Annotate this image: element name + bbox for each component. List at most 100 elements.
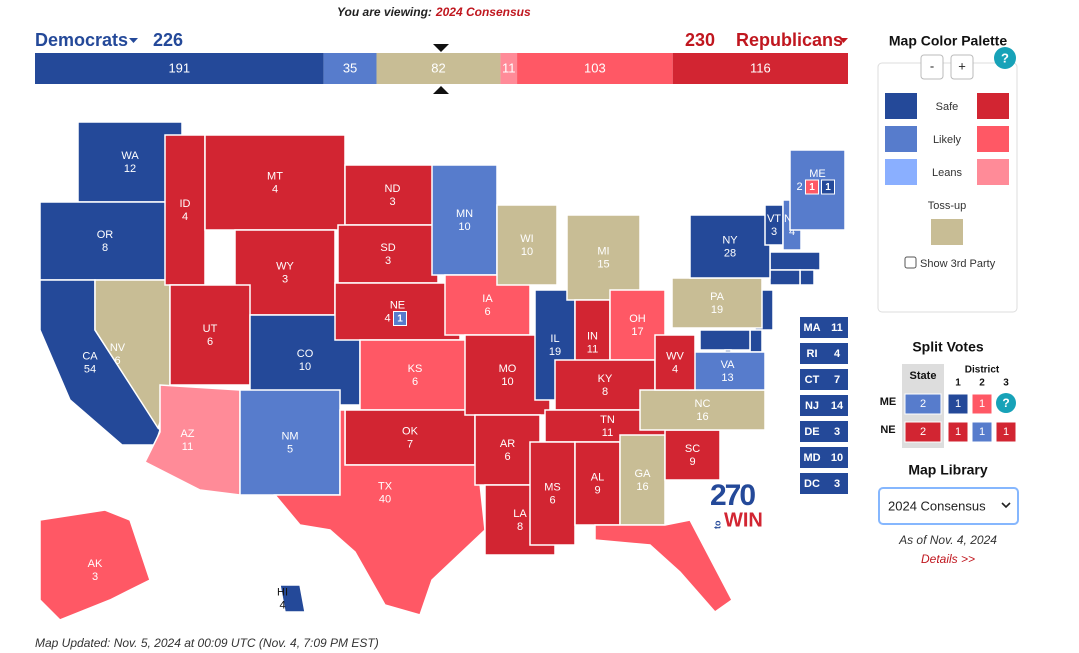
state-ev: 6 [504, 451, 510, 463]
select-caret[interactable] [1001, 502, 1011, 509]
split-cell[interactable] [904, 421, 942, 443]
swatch[interactable] [977, 126, 1009, 152]
swatch[interactable] [931, 219, 963, 245]
bar-segment [35, 53, 324, 84]
swatch[interactable] [885, 159, 917, 185]
state-ev: 8 [602, 386, 608, 398]
district-number: 2 [979, 378, 985, 389]
help-icon[interactable] [994, 47, 1016, 69]
district-ev: 1 [825, 182, 831, 193]
bar-value: 103 [584, 60, 606, 75]
palette-title: Map Color Palette [889, 33, 1007, 49]
state-abbr: MO [499, 363, 517, 375]
split-cell-value[interactable]: 2 [920, 426, 926, 438]
state [496, 204, 558, 286]
zoom-button[interactable] [920, 54, 944, 80]
state-ev: 30 [662, 582, 674, 594]
help-icon-label[interactable]: ? [1001, 50, 1009, 65]
swatch[interactable] [885, 93, 917, 119]
dem-caret[interactable] [129, 38, 138, 43]
state-abbr: KY [598, 373, 613, 385]
split-cell-value[interactable]: 1 [979, 398, 985, 410]
small-state-box [800, 395, 848, 416]
state-ev: 4 [272, 183, 278, 195]
state [689, 214, 771, 279]
bar-segment [500, 53, 518, 84]
rep-caret[interactable] [839, 38, 848, 43]
state-abbr: SC [685, 443, 700, 455]
split-cell-value[interactable]: 1 [979, 426, 985, 438]
small-state-box [800, 421, 848, 442]
map-select-value[interactable]: 2024 Consensus [888, 498, 986, 513]
rep-label[interactable]: Republicans [736, 30, 843, 50]
rating-label: Likely [933, 134, 962, 146]
state-abbr: ME [809, 168, 826, 180]
small-state-abbr: DE [804, 426, 819, 438]
row-state: ME [880, 396, 897, 408]
state-ev: 10 [501, 376, 513, 388]
state-abbr: LA [513, 508, 527, 520]
bar-value: 82 [431, 60, 445, 75]
state-abbr: TX [378, 480, 393, 492]
small-state-ev: 3 [834, 478, 840, 490]
state [699, 329, 751, 351]
state-ev: 17 [631, 326, 643, 338]
state-abbr: IA [482, 293, 493, 305]
split-cell[interactable] [947, 393, 969, 415]
state-abbr: AZ [180, 428, 194, 440]
swatch[interactable] [977, 159, 1009, 185]
zoom-button-label[interactable]: - [930, 58, 934, 73]
state-abbr: NC [695, 398, 711, 410]
state-abbr: WY [276, 260, 294, 272]
state-ev: 5 [287, 443, 293, 455]
swatch[interactable] [885, 126, 917, 152]
split-cell[interactable] [947, 421, 969, 443]
checkbox[interactable] [904, 256, 917, 269]
split-cell[interactable] [971, 421, 993, 443]
state-abbr: TN [600, 414, 615, 426]
help-icon-label[interactable]: ? [1002, 396, 1009, 410]
state-ev: 11 [587, 343, 598, 355]
state-ev: 54 [84, 363, 96, 375]
split-cell[interactable] [971, 393, 993, 415]
state-ev: 3 [282, 273, 288, 285]
split-cell[interactable] [995, 421, 1017, 443]
split-cell-value[interactable]: 2 [920, 398, 926, 410]
small-state-abbr: MD [803, 452, 820, 464]
split-cell-value[interactable]: 1 [1003, 426, 1009, 438]
state-abbr: OK [402, 425, 419, 437]
state-ev: 8 [517, 521, 523, 533]
bar-value: 116 [750, 60, 771, 75]
zoom-button-label[interactable]: + [958, 58, 966, 73]
state-abbr: MI [597, 245, 609, 257]
state-abbr: FL [662, 569, 675, 581]
state-abbr: VT [767, 213, 781, 225]
state [769, 269, 801, 286]
details-link[interactable]: Details >> [921, 552, 975, 566]
state-ev: 10 [458, 221, 470, 233]
swatch[interactable] [977, 93, 1009, 119]
footer: Map Updated: Nov. 5, 2024 at 00:09 UTC (… [35, 636, 379, 650]
bar-segment [672, 53, 848, 84]
state-abbr: AR [500, 438, 515, 450]
state-abbr: OR [97, 229, 114, 241]
state-abbr: SD [380, 242, 395, 254]
district-number: 1 [955, 378, 961, 389]
state [749, 329, 763, 353]
state-ev: 6 [412, 376, 418, 388]
viewing-map[interactable]: 2024 Consensus [435, 5, 531, 19]
state-abbr: AL [591, 471, 604, 483]
zoom-button[interactable] [950, 54, 974, 80]
help-icon[interactable] [996, 393, 1016, 413]
small-state-ev: 3 [834, 426, 840, 438]
small-state-ev: 14 [831, 400, 844, 412]
state-abbr: NM [281, 430, 298, 442]
split-cell-value[interactable]: 1 [955, 426, 961, 438]
map-select[interactable] [878, 487, 1019, 525]
dem-label[interactable]: Democrats [35, 30, 128, 50]
split-cell-value[interactable]: 1 [955, 398, 961, 410]
split-cell[interactable] [904, 393, 942, 415]
state-abbr: MS [544, 481, 561, 493]
bar-segment [517, 53, 673, 84]
